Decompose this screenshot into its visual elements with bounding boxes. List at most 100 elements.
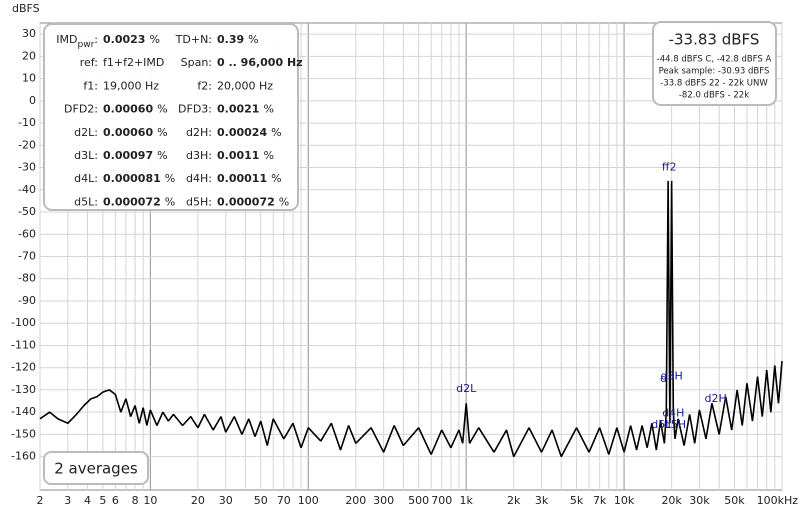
- info-label-text: d2H:: [186, 126, 212, 139]
- info-label-text: f2:: [197, 79, 212, 92]
- info-value: 0.000072%: [217, 195, 289, 208]
- info-unit: %: [157, 149, 167, 162]
- x-tick-label: 6: [112, 494, 119, 507]
- annotation: d3H: [660, 370, 682, 383]
- y-tick-label: 30: [22, 27, 36, 40]
- x-tick-label: 300: [373, 494, 394, 507]
- info-label-text: d2L:: [74, 126, 98, 139]
- info-value: 20,000 Hz: [217, 79, 273, 92]
- info-label: Span:: [181, 56, 212, 69]
- info-value: 0.000072%: [103, 195, 175, 208]
- info-plain: f1+f2+IMD: [103, 56, 164, 69]
- info-unit: %: [271, 172, 281, 185]
- info-label-text: d3H:: [186, 149, 212, 162]
- x-tick-label: 30: [219, 494, 233, 507]
- x-tick-label: 200: [345, 494, 366, 507]
- y-tick-label: -80: [18, 272, 36, 285]
- info-value-text: 0.0023: [103, 33, 145, 46]
- x-tick-label: 100: [298, 494, 319, 507]
- info-plain: 20,000 Hz: [217, 79, 273, 92]
- info-value: 0.00060%: [103, 126, 168, 139]
- y-tick-label: -20: [18, 138, 36, 151]
- annotation: d2L: [456, 382, 477, 395]
- annotation: d2H: [705, 392, 727, 405]
- info-value-text: 0 .. 96,000 Hz: [217, 56, 303, 69]
- info-label-text: d4H:: [186, 172, 212, 185]
- info-label-text: d4L:: [74, 172, 98, 185]
- level-line: -44.8 dBFS C, -42.8 dBFS A: [657, 55, 772, 65]
- info-value: 0.00024%: [217, 126, 282, 139]
- x-tick-label: 3k: [535, 494, 549, 507]
- x-tick-label: 500: [408, 494, 429, 507]
- info-label-text: Span:: [181, 56, 212, 69]
- x-tick-label: 50: [254, 494, 268, 507]
- info-value-text: 0.00060: [103, 103, 153, 116]
- info-value: 0.0011%: [217, 149, 274, 162]
- info-label: d2L:: [74, 126, 98, 139]
- info-panel: [43, 23, 299, 211]
- info-label: d5H:: [186, 195, 212, 208]
- info-value-text: 0.0021: [217, 103, 259, 116]
- annotation: d5L: [651, 418, 672, 431]
- y-tick-label: -150: [11, 427, 36, 440]
- info-value: 19,000 Hz: [103, 79, 159, 92]
- y-tick-label: 0: [29, 94, 36, 107]
- y-tick-label: -70: [18, 250, 36, 263]
- info-label: f2:: [197, 79, 212, 92]
- info-label-text: d3L:: [74, 149, 98, 162]
- info-value-text: 0.000072: [217, 195, 275, 208]
- level-line: -82.0 dBFS - 22k: [679, 91, 749, 101]
- info-unit: %: [271, 126, 281, 139]
- x-tick-label: 700: [431, 494, 452, 507]
- info-label: f1:: [83, 79, 98, 92]
- x-tick-label: 10k: [614, 494, 635, 507]
- y-tick-label: -50: [18, 205, 36, 218]
- info-label-text: DFD2:: [64, 103, 98, 116]
- x-tick-label: 2k: [507, 494, 521, 507]
- y-tick-label: -10: [18, 116, 36, 129]
- info-label-text: TD+N:: [175, 33, 212, 46]
- x-tick-label: 5k: [570, 494, 584, 507]
- x-tick-label: 2: [37, 494, 44, 507]
- info-value-text: 0.39: [217, 33, 244, 46]
- y-tick-label: -100: [11, 316, 36, 329]
- x-tick-label: 4: [84, 494, 91, 507]
- info-label: ref:: [80, 56, 98, 69]
- x-tick-label: 7k: [593, 494, 607, 507]
- x-tick-label: 30k: [689, 494, 710, 507]
- info-value: 0 .. 96,000 Hz: [217, 56, 303, 69]
- spectrum-line: [39, 180, 783, 458]
- info-value-text: 0.000081: [103, 172, 161, 185]
- info-unit: %: [157, 103, 167, 116]
- x-tick-label: 3: [64, 494, 71, 507]
- info-unit: %: [165, 172, 175, 185]
- y-tick-label: -140: [11, 405, 36, 418]
- info-label: IMDpwr:: [56, 33, 98, 50]
- info-unit: %: [149, 33, 159, 46]
- info-value: 0.0021%: [217, 103, 274, 116]
- info-label: TD+N:: [175, 33, 212, 46]
- x-tick-label: 50k: [724, 494, 745, 507]
- info-value-text: 0.000072: [103, 195, 161, 208]
- info-plain: 19,000 Hz: [103, 79, 159, 92]
- info-label-suffix: :: [94, 33, 98, 46]
- y-tick-label: 20: [22, 49, 36, 62]
- info-value-text: 0.00011: [217, 172, 267, 185]
- info-label-text: f1:: [83, 79, 98, 92]
- info-label: d4H:: [186, 172, 212, 185]
- x-tick-label: 10: [143, 494, 157, 507]
- y-tick-label: -60: [18, 227, 36, 240]
- y-tick-label: -90: [18, 294, 36, 307]
- annotation: d: [660, 372, 667, 385]
- info-label-text: d5H:: [186, 195, 212, 208]
- info-value: 0.000081%: [103, 172, 175, 185]
- averages-box: [43, 451, 149, 485]
- info-unit: %: [165, 195, 175, 208]
- x-tick-label: 1k: [459, 494, 473, 507]
- y-tick-label: -40: [18, 183, 36, 196]
- info-value: 0.00011%: [217, 172, 282, 185]
- info-label-text: DFD3:: [178, 103, 212, 116]
- level-line: -33.8 dBFS 22 - 22k UNW: [660, 79, 768, 89]
- level-line: Peak sample: -30.93 dBFS: [659, 67, 770, 77]
